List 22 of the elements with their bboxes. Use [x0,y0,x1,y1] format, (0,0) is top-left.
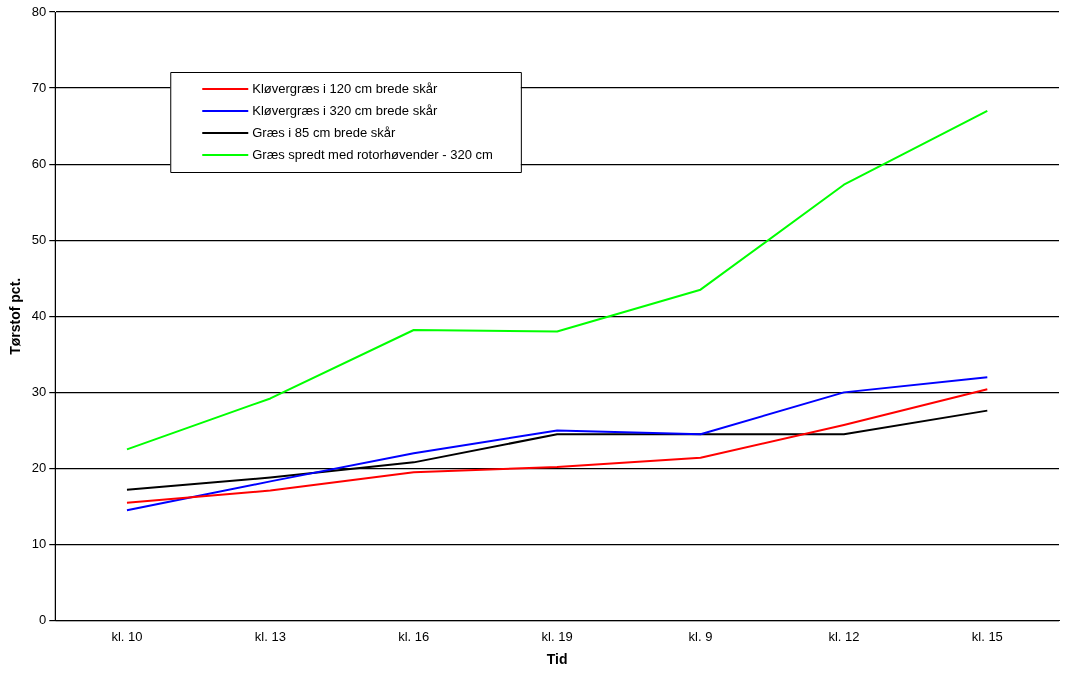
y-axis-title: Tørstof pct. [7,277,24,355]
x-tick-label: kl. 9 [688,628,713,644]
x-tick-label: kl. 12 [828,628,860,644]
x-tick-label: kl. 15 [971,628,1003,644]
x-tick-label: kl. 16 [398,628,430,644]
y-tick-label: 80 [31,3,47,19]
y-tick-label: 70 [31,79,47,95]
legend-label: Kløvergræs i 320 cm brede skår [252,102,438,118]
x-tick-label: kl. 13 [254,628,286,644]
y-tick-label: 0 [39,612,47,628]
x-axis-title: Tid [546,651,568,668]
legend-label: Kløvergræs i 120 cm brede skår [252,80,438,96]
y-tick-label: 10 [31,536,47,552]
y-tick-label: 60 [31,155,47,171]
x-tick-label: kl. 10 [111,628,143,644]
y-tick-label: 40 [31,307,47,323]
legend-label: Græs spredt med rotorhøvender - 320 cm [252,146,493,162]
y-tick-label: 30 [31,383,47,399]
legend-label: Græs i 85 cm brede skår [252,124,396,140]
y-tick-label: 50 [31,231,47,247]
y-tick-label: 20 [31,460,47,476]
x-tick-label: kl. 19 [541,628,573,644]
